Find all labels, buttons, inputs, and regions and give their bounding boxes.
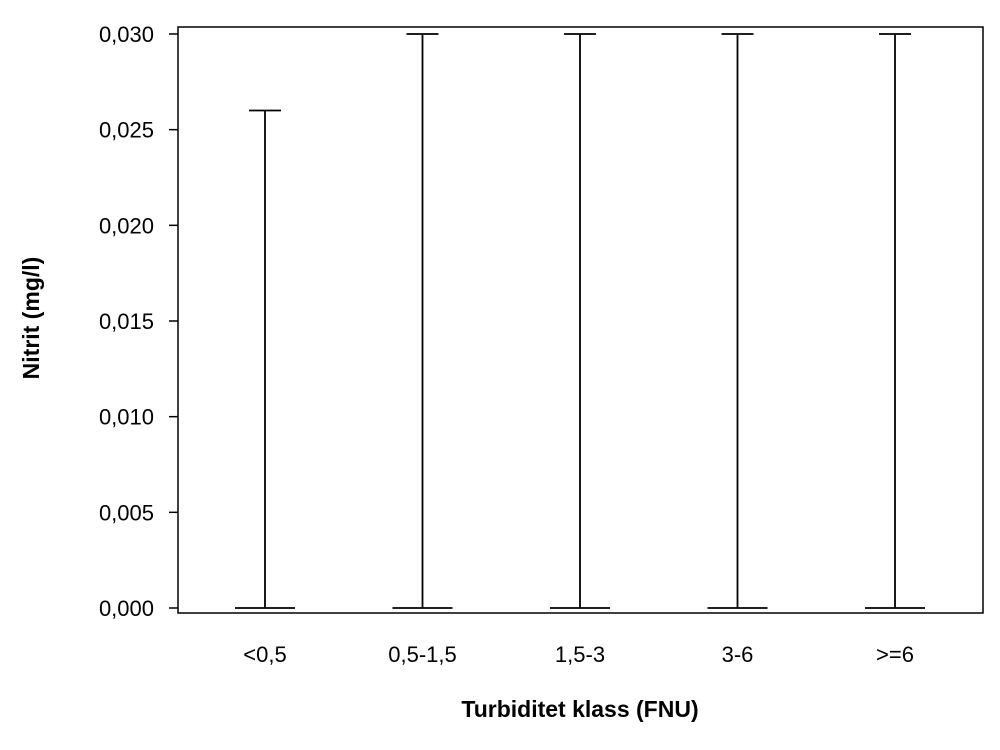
x-tick-label: 0,5-1,5	[388, 642, 457, 667]
y-tick-label: 0,000	[99, 596, 154, 621]
x-tick-label: <0,5	[243, 642, 286, 667]
y-tick-label: 0,025	[99, 118, 154, 143]
range-mark	[865, 33, 925, 609]
range-marks	[235, 33, 925, 609]
y-axis-label: Nitrit (mg/l)	[18, 257, 44, 380]
y-tick-label: 0,020	[99, 213, 154, 238]
y-tick-label: 0,010	[99, 405, 154, 430]
x-tick-label: 3-6	[722, 642, 754, 667]
y-axis: 0,000 0,005 0,010 0,015 0,020 0,025 0,030	[99, 22, 178, 621]
range-mark	[235, 109, 295, 609]
y-tick-label: 0,005	[99, 500, 154, 525]
x-tick-label: 1,5-3	[555, 642, 605, 667]
x-axis-label: Turbiditet klass (FNU)	[461, 696, 698, 722]
range-mark	[550, 33, 610, 609]
range-mark	[707, 33, 768, 609]
plot-frame	[177, 26, 984, 614]
y-tick-label: 0,030	[99, 22, 154, 47]
x-axis: <0,5 0,5-1,5 1,5-3 3-6 >=6	[243, 642, 914, 667]
x-tick-label: >=6	[876, 642, 914, 667]
range-mark	[392, 33, 453, 609]
y-tick-label: 0,015	[99, 309, 154, 334]
